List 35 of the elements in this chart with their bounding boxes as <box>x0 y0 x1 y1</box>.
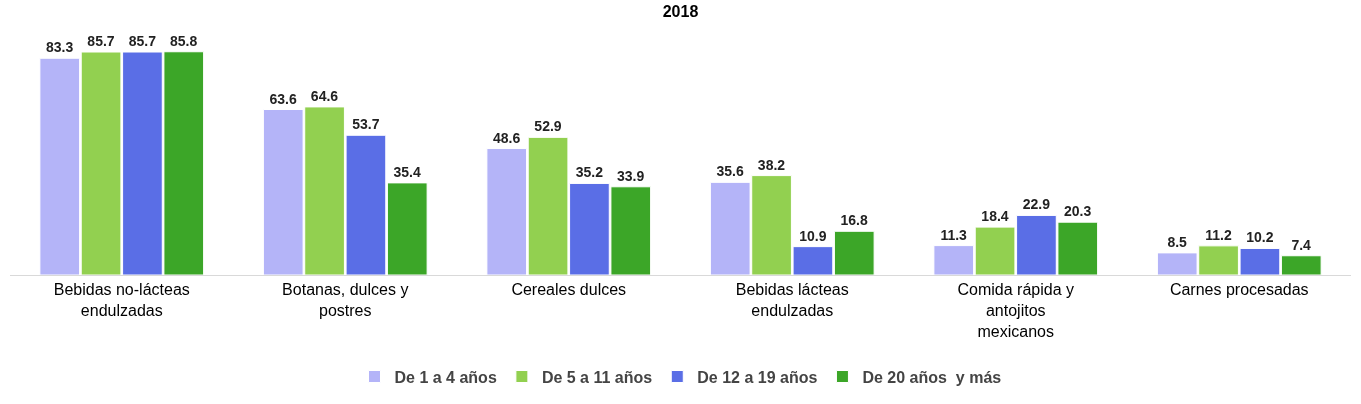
x-tick-label: Bebidas no-lácteas endulzadas <box>53 281 190 319</box>
data-label: 64.6 <box>310 87 339 104</box>
data-label: 48.6 <box>493 129 521 146</box>
legend-label: De 5 a 11 años <box>541 368 653 386</box>
data-label: 11.2 <box>1205 226 1232 243</box>
x-tick-label: Cereales dulces <box>511 281 627 299</box>
data-label: 7.4 <box>1291 236 1312 253</box>
data-label: 63.6 <box>269 90 297 107</box>
data-label: 53.7 <box>352 116 380 133</box>
data-label: 83.3 <box>46 39 74 56</box>
x-tick-label: Bebidas lácteas endulzadas <box>735 281 849 319</box>
data-label: 33.9 <box>617 167 645 184</box>
x-tick-label: Carnes procesadas <box>1169 281 1309 299</box>
data-label: 16.8 <box>840 212 868 229</box>
data-label: 8.5 <box>1167 233 1188 250</box>
chart-title: 2018 <box>662 3 699 21</box>
data-label: 10.2 <box>1246 229 1274 246</box>
data-label: 38.2 <box>757 156 786 173</box>
data-label: 35.6 <box>716 163 744 180</box>
data-label: 35.2 <box>575 164 604 181</box>
x-tick-label: Comida rápida y antojitos mexicanos <box>957 281 1074 340</box>
data-label: 22.9 <box>1022 196 1051 213</box>
data-label: 10.9 <box>799 227 827 244</box>
data-label: 18.4 <box>981 208 1009 225</box>
data-label: 85.8 <box>170 32 198 49</box>
data-label: 52.9 <box>534 118 562 135</box>
x-tick-label: Botanas, dulces y postres <box>282 281 409 319</box>
data-label: 85.7 <box>128 33 157 50</box>
legend-label: De 1 a 4 años <box>394 368 497 386</box>
data-label: 11.3 <box>940 226 968 243</box>
data-label: 85.7 <box>87 33 115 50</box>
data-label: 20.3 <box>1064 203 1092 220</box>
legend-label: De 12 a 19 años <box>697 368 818 386</box>
legend-label: De 20 años y más <box>862 368 1002 386</box>
data-label: 35.4 <box>393 163 421 180</box>
